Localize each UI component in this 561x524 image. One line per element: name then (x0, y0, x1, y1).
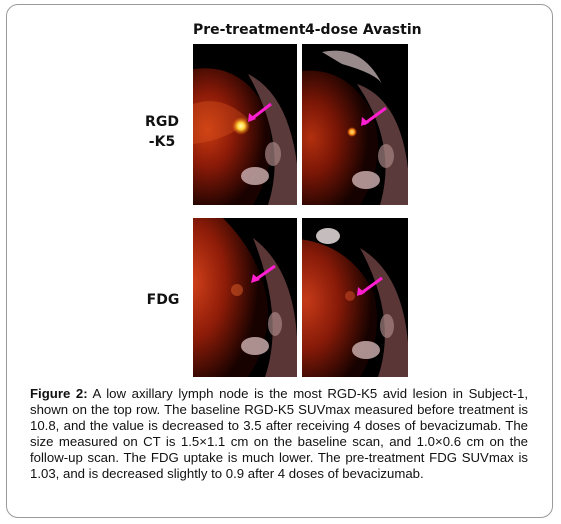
caption-text: A low axillary lymph node is the most RG… (30, 386, 529, 481)
row-label-fdg: FDG (138, 290, 188, 310)
caption-label: Figure 2: (30, 386, 88, 401)
row-label-rgd-k5: RGD -K5 (137, 112, 187, 152)
row-label-rgd-k5-line1: RGD (145, 114, 179, 130)
scan-image (302, 44, 408, 205)
row-label-rgd-k5-line2: -K5 (148, 134, 176, 150)
scan-image (193, 218, 297, 377)
scan-fdg-4-dose-avastin (302, 218, 408, 377)
scan-image (302, 218, 408, 377)
scan-rgd-k5-4-dose-avastin (302, 44, 408, 205)
column-header-4-dose-avastin: 4-dose Avastin (305, 22, 422, 38)
scan-image (193, 44, 297, 205)
scan-fdg-pre-treatment (193, 218, 297, 377)
scan-rgd-k5-pre-treatment (193, 44, 297, 205)
row-label-fdg-line1: FDG (146, 292, 180, 308)
figure-caption: Figure 2: A low axillary lymph node is t… (30, 386, 528, 481)
column-header-pre-treatment: Pre-treatment (193, 22, 306, 38)
